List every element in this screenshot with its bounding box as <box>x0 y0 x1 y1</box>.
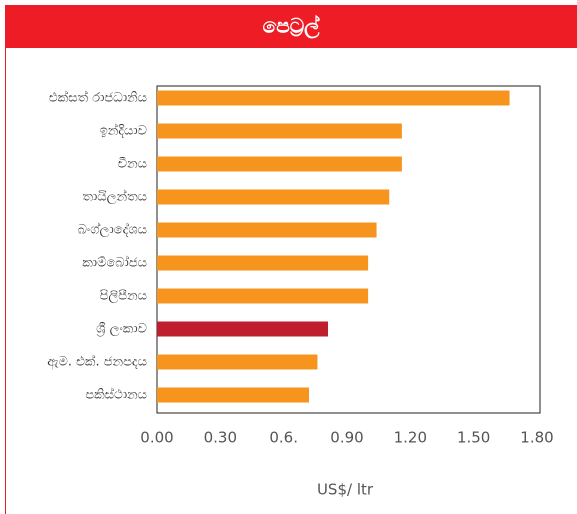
bar <box>157 189 390 205</box>
y-tick-label: එක්සත් රාජධානිය <box>49 89 147 105</box>
y-tick-label: කාම්බෝජය <box>82 255 147 271</box>
plot-frame <box>156 85 541 414</box>
x-tick-label: 0.90 <box>330 429 363 447</box>
x-tick-label: 0.30 <box>204 429 237 447</box>
x-tick-label: 0.6. <box>269 429 298 447</box>
x-tick-label: 1.20 <box>394 429 427 447</box>
bar <box>157 288 369 304</box>
header-band <box>5 5 577 48</box>
x-tick-label: 1.80 <box>520 429 553 447</box>
bar <box>157 354 318 370</box>
x-tick-label: 1.50 <box>457 429 490 447</box>
bar <box>157 123 402 139</box>
y-tick-label: ඇම. එක්. ජනපදය <box>47 353 147 369</box>
x-axis-label: US$/ ltr <box>317 481 374 499</box>
bar <box>157 90 510 106</box>
chart-title: පෙට්‍රල් <box>263 13 321 39</box>
bar <box>157 387 309 403</box>
y-tick-label: ඉන්දියාව <box>100 122 147 138</box>
y-tick-label: පකිස්ථානය <box>85 386 147 402</box>
bar <box>157 321 328 337</box>
x-tick-label: 0.00 <box>140 429 173 447</box>
bar <box>157 222 377 238</box>
bar <box>157 156 402 172</box>
bar <box>157 255 369 271</box>
y-tick-label: තායිලන්තය <box>82 188 147 204</box>
y-tick-label: බංග්ලාදේශය <box>78 221 147 237</box>
y-tick-label: චීනය <box>118 157 147 172</box>
y-tick-label: පිලිපීනය <box>100 289 147 304</box>
y-tick-label: ශ්‍රී ලංකාව <box>96 322 147 337</box>
